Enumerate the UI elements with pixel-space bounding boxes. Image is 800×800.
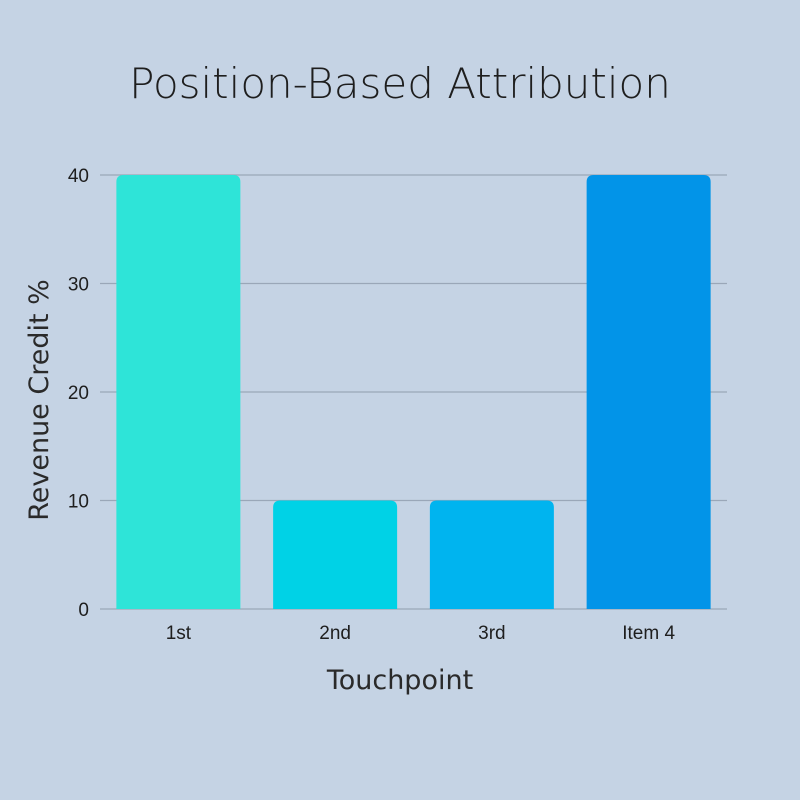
y-axis-title: Revenue Credit % — [24, 279, 55, 521]
x-tick-label: 2nd — [319, 623, 351, 644]
y-tick-label: 10 — [68, 492, 89, 513]
bars — [116, 175, 711, 609]
y-tick-label: 0 — [78, 600, 89, 621]
bar-2nd — [273, 500, 398, 609]
x-tick-label: 3rd — [478, 623, 505, 644]
chart-title: Position-Based Attribution — [129, 59, 671, 108]
y-tick-label: 30 — [68, 275, 89, 296]
x-axis-title: Touchpoint — [326, 665, 473, 696]
x-tick-label: 1st — [166, 623, 192, 644]
bar-3rd — [429, 500, 554, 609]
y-tick-label: 20 — [68, 383, 89, 404]
bar-1st — [116, 175, 241, 609]
x-axis-ticks: 1st 2nd 3rd Item 4 — [166, 623, 676, 644]
y-axis-ticks: 0 10 20 30 40 — [68, 166, 89, 621]
bar-item-4 — [586, 175, 711, 609]
y-tick-label: 40 — [68, 166, 89, 187]
x-tick-label: Item 4 — [622, 623, 675, 644]
